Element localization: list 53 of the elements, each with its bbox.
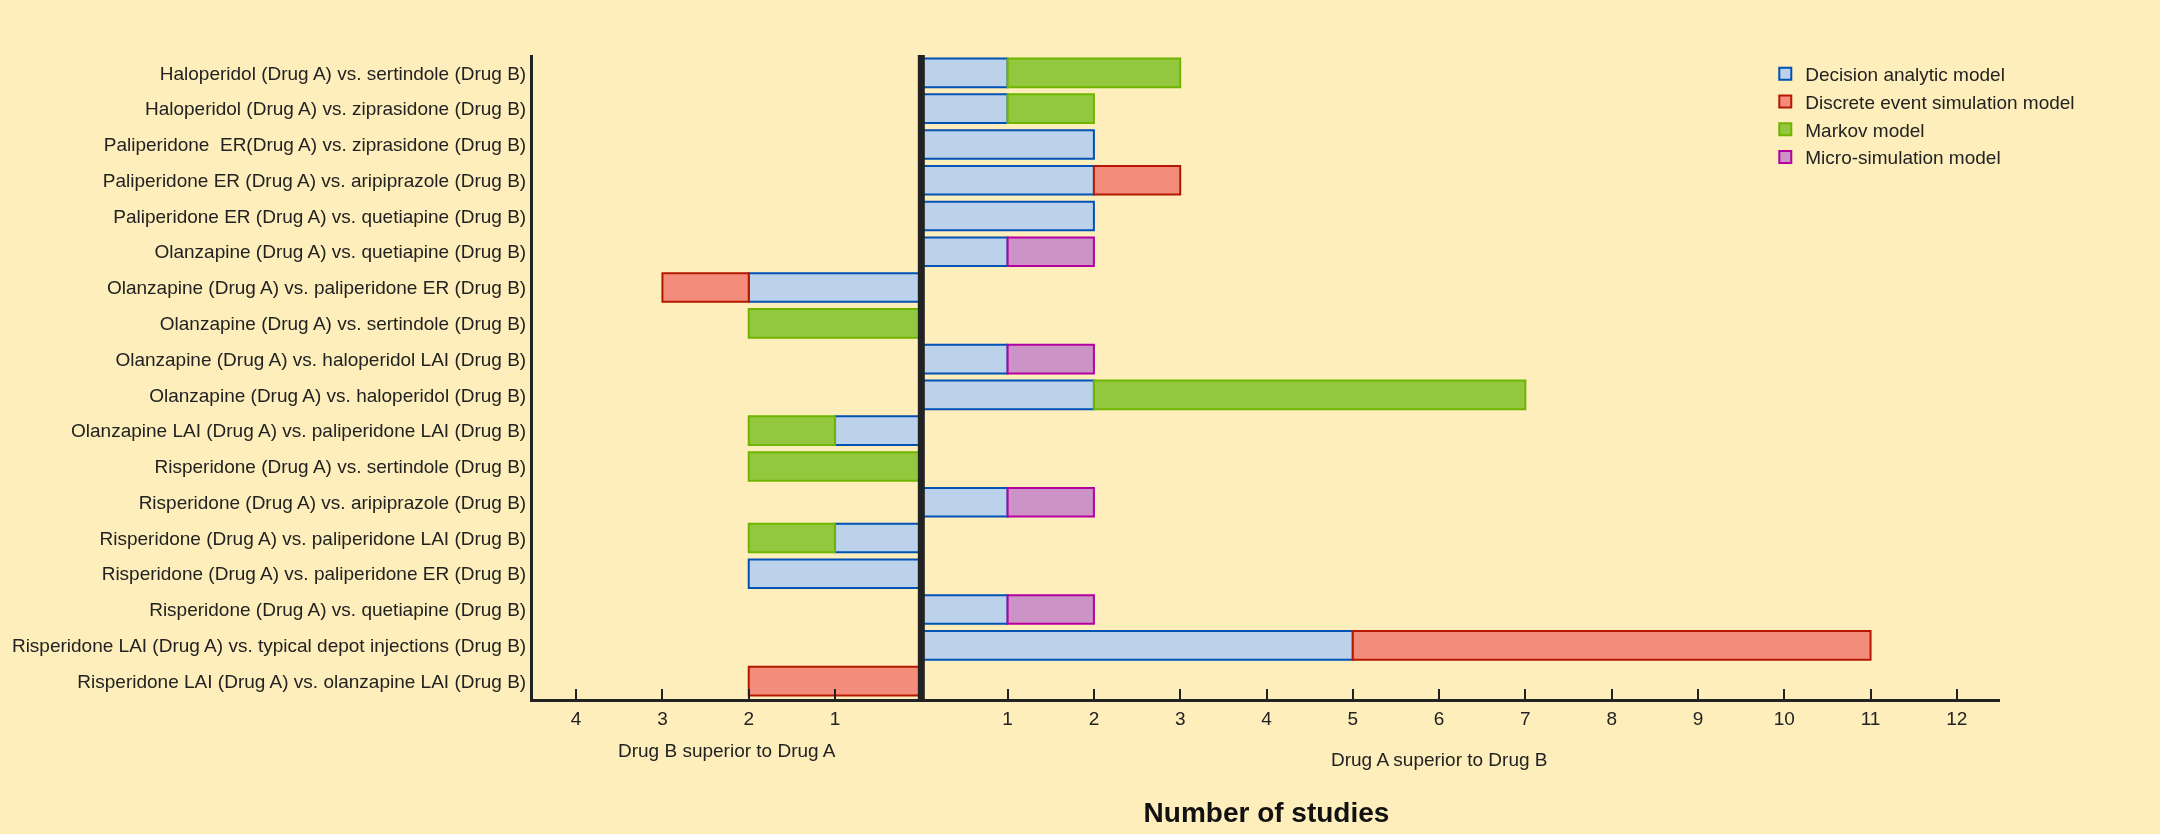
bar <box>1006 57 1182 89</box>
legend-label: Discrete event simulation model <box>1805 91 2075 113</box>
legend-label: Decision analytic model <box>1805 64 2005 86</box>
bar <box>1092 164 1182 196</box>
bar <box>1006 594 1095 625</box>
x-tick-label: 6 <box>1433 707 1445 729</box>
y-tick-label: Olanzapine (Drug A) vs. quetiapine (Drug B) <box>154 241 527 263</box>
x-tick-label: 1 <box>829 707 841 729</box>
legend-label: Markov model <box>1805 119 1925 141</box>
bar <box>1006 486 1095 518</box>
y-tick-label: Risperidone (Drug A) vs. paliperidone LAI (Drug B) <box>99 527 527 549</box>
y-tick-label: Paliperidone ER (Drug A) vs. aripiprazole (Drug B) <box>102 169 527 191</box>
y-tick-label: Olanzapine (Drug A) vs. paliperidone ER (Drug B) <box>106 277 527 299</box>
x-axis-title: Number of studies <box>1143 796 1390 828</box>
y-tick-label: Risperidone (Drug A) vs. sertindole (Drug B) <box>154 456 527 478</box>
bar <box>1006 93 1095 124</box>
bar <box>747 522 837 554</box>
x-tick-label: 2 <box>743 707 755 729</box>
y-tick-label: Olanzapine (Drug A) vs. haloperidol (Drug B) <box>149 384 527 406</box>
x-tick-label: 10 <box>1773 707 1795 729</box>
y-tick-label: Haloperidol (Drug A) vs. ziprasidone (Drug B) <box>144 98 527 120</box>
y-tick-label: Paliperidone ER(Drug A) vs. ziprasidone (Drug B) <box>103 134 527 156</box>
text: Drug A superior to Drug B <box>1331 749 1548 770</box>
x-tick-label: 5 <box>1347 707 1359 729</box>
y-tick-label: Olanzapine (Drug A) vs. haloperidol LAI (Drug B) <box>115 348 527 370</box>
y-tick-label: Risperidone (Drug A) vs. quetiapine (Drug B) <box>149 599 527 621</box>
legend-label: Micro-simulation model <box>1805 147 2001 169</box>
x-tick-label: 9 <box>1692 707 1704 729</box>
x-tick-label: 12 <box>1946 707 1968 729</box>
bar <box>1351 630 1872 661</box>
y-tick-label: Haloperidol (Drug A) vs. sertindole (Drug B) <box>159 62 527 84</box>
x-tick-label: 4 <box>1261 707 1273 729</box>
x-tick-label: 3 <box>1174 707 1186 729</box>
x-tick-label: 2 <box>1088 707 1100 729</box>
x-tick-label: 8 <box>1606 707 1617 729</box>
x-tick-label: 1 <box>1002 707 1013 729</box>
bar <box>1006 236 1095 268</box>
y-tick-label: Risperidone LAI (Drug A) vs. olanzapine LAI (Drug B) <box>77 670 527 692</box>
y-tick-label: Risperidone (Drug A) vs. paliperidone ER (Drug B) <box>101 563 527 585</box>
y-tick-label: Olanzapine (Drug A) vs. sertindole (Drug B) <box>159 312 527 334</box>
y-tick-label: Risperidone LAI (Drug A) vs. typical depot injections (Drug B) <box>11 634 527 656</box>
bar <box>1006 343 1095 375</box>
y-tick-label: Paliperidone ER (Drug A) vs. quetiapine (Drug B) <box>113 205 527 227</box>
y-tick-label: Risperidone (Drug A) vs. aripiprazole (Drug B) <box>138 491 527 513</box>
x-tick-label: 11 <box>1860 707 1881 729</box>
bar <box>661 272 750 303</box>
bar <box>1092 379 1527 411</box>
text: Drug B superior to Drug A <box>618 740 836 761</box>
bar <box>747 415 837 446</box>
x-tick-label: 3 <box>657 707 668 729</box>
y-tick-label: Olanzapine LAI (Drug A) vs. paliperidone LAI (Drug B) <box>71 420 527 442</box>
x-tick-label: 7 <box>1520 707 1531 729</box>
x-tick-label: 4 <box>570 707 582 729</box>
